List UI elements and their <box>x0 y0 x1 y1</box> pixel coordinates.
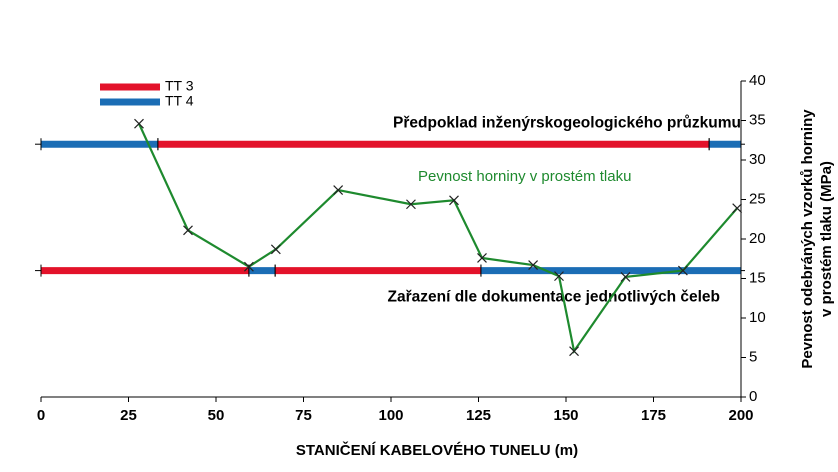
y-tick-label: 30 <box>749 151 766 168</box>
data-marker <box>333 185 344 195</box>
band-label: Předpoklad inženýrskogeologického průzku… <box>393 114 741 131</box>
y-tick-label: 15 <box>749 269 766 286</box>
y-tick-label: 5 <box>749 348 757 365</box>
data-marker <box>270 244 281 255</box>
series-label: Pevnost horniny v prostém tlaku <box>418 168 631 185</box>
data-marker <box>406 199 416 210</box>
y-tick-label: 0 <box>749 388 757 405</box>
data-line <box>138 123 738 354</box>
data-marker <box>449 195 459 206</box>
y-axis-label: Pevnost odebráných vzorků horniny <box>799 109 816 369</box>
data-marker <box>554 271 564 282</box>
x-tick-label: 50 <box>208 407 225 424</box>
data-marker <box>620 271 631 282</box>
y-tick-label: 35 <box>749 111 766 128</box>
x-tick-label: 125 <box>466 407 491 424</box>
data-marker <box>569 346 579 357</box>
y-tick-label: 10 <box>749 309 766 326</box>
y-tick-label: 20 <box>749 230 766 247</box>
legend-label: TT 4 <box>165 93 194 109</box>
data-marker <box>477 253 487 263</box>
legend-label: TT 3 <box>165 78 194 94</box>
data-marker <box>732 203 743 214</box>
data-marker <box>183 225 193 236</box>
data-marker <box>528 260 539 270</box>
data-marker <box>243 261 254 272</box>
y-tick-label: 40 <box>749 72 766 89</box>
x-tick-label: 175 <box>641 407 666 424</box>
data-marker <box>134 118 144 129</box>
band-label: Zařazení dle dokumentace jednotlivých če… <box>388 289 721 306</box>
x-tick-label: 25 <box>120 407 137 424</box>
x-axis-label: STANIČENÍ KABELOVÉHO TUNELU (m) <box>296 441 578 459</box>
y-axis-label: v prostém tlaku (MPa) <box>818 161 835 317</box>
x-tick-label: 150 <box>553 407 578 424</box>
data-marker <box>677 265 688 276</box>
x-tick-label: 75 <box>295 407 312 424</box>
x-tick-label: 100 <box>378 407 403 424</box>
x-tick-label: 200 <box>728 407 753 424</box>
y-tick-label: 25 <box>749 190 766 207</box>
x-tick-label: 0 <box>37 407 45 424</box>
